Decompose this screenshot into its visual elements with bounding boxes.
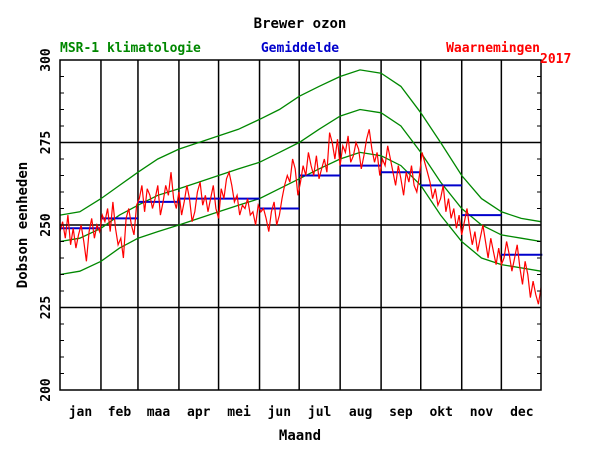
x-tick-label: nov — [470, 405, 494, 420]
x-tick-label: mei — [227, 405, 251, 420]
climatology-upper-line — [59, 69, 542, 223]
y-tick-label: 300 — [39, 48, 54, 72]
x-tick-label: maa — [147, 405, 171, 420]
y-tick-label: 225 — [39, 296, 54, 319]
y-tick-label: 275 — [39, 131, 54, 154]
ticks: 200 225 250 275 300 jan feb maa apr mei jun jul aug s… — [39, 48, 541, 420]
observations-line — [59, 129, 542, 305]
x-tick-label: okt — [429, 405, 452, 420]
y-tick-label: 250 — [39, 213, 54, 237]
climatology-mean-line — [59, 108, 542, 243]
series-layer — [59, 69, 543, 305]
x-tick-label: feb — [108, 405, 132, 420]
chart-title: Brewer ozon — [254, 16, 347, 32]
grid — [60, 60, 541, 390]
legend-climatology: MSR-1 klimatologie — [60, 41, 201, 56]
x-tick-label: apr — [187, 405, 211, 420]
y-tick-label: 200 — [39, 378, 54, 402]
x-tick-label: sep — [389, 405, 413, 420]
x-tick-label: jun — [268, 405, 291, 420]
y-axis-label: Dobson eenheden — [15, 162, 31, 288]
x-tick-label: aug — [349, 405, 372, 420]
year-label: 2017 — [540, 52, 571, 67]
x-tick-label: dec — [510, 405, 533, 420]
x-axis-label: Maand — [279, 428, 321, 444]
climatology-lower-line — [59, 151, 542, 276]
legend-mean: Gemiddelde — [261, 41, 339, 56]
x-tick-label: jan — [69, 405, 92, 420]
x-tick-label: jul — [308, 405, 331, 420]
legend-observations: Waarnemingen — [446, 41, 540, 56]
